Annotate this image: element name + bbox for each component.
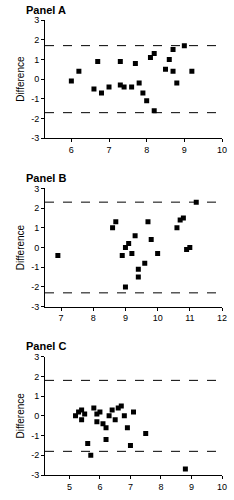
svg-text:-3: -3	[31, 470, 39, 480]
svg-text:8: 8	[91, 313, 96, 323]
svg-text:Panel C: Panel C	[26, 340, 66, 352]
svg-text:12: 12	[217, 313, 227, 323]
svg-text:1: 1	[34, 223, 39, 233]
svg-text:-3: -3	[31, 133, 39, 143]
svg-text:10: 10	[217, 145, 227, 155]
svg-text:-2: -2	[31, 282, 39, 292]
svg-text:-3: -3	[31, 302, 39, 312]
svg-text:1: 1	[34, 55, 39, 65]
svg-text:10: 10	[217, 482, 227, 492]
svg-text:1: 1	[34, 391, 39, 401]
svg-text:7: 7	[59, 313, 64, 323]
svg-text:Difference: Difference	[15, 56, 26, 102]
svg-text:-1: -1	[31, 431, 39, 441]
svg-text:9: 9	[123, 313, 128, 323]
svg-text:Panel B: Panel B	[26, 172, 66, 184]
svg-text:0: 0	[34, 243, 39, 253]
svg-text:6: 6	[69, 145, 74, 155]
svg-text:3: 3	[34, 352, 39, 362]
svg-text:2: 2	[34, 203, 39, 213]
svg-text:7: 7	[128, 482, 133, 492]
svg-text:3: 3	[34, 15, 39, 25]
svg-text:Panel A: Panel A	[26, 4, 66, 16]
svg-text:Difference: Difference	[15, 393, 26, 439]
svg-text:6: 6	[97, 482, 102, 492]
svg-text:-2: -2	[31, 114, 39, 124]
svg-text:0: 0	[34, 74, 39, 84]
svg-text:9: 9	[189, 482, 194, 492]
svg-text:8: 8	[158, 482, 163, 492]
svg-text:10: 10	[153, 313, 163, 323]
svg-text:9: 9	[182, 145, 187, 155]
svg-text:8: 8	[144, 145, 149, 155]
svg-text:-1: -1	[31, 262, 39, 272]
svg-text:2: 2	[34, 35, 39, 45]
svg-text:0: 0	[34, 411, 39, 421]
svg-text:3: 3	[34, 184, 39, 194]
svg-text:Difference: Difference	[15, 224, 26, 270]
svg-text:2: 2	[34, 372, 39, 382]
svg-text:5: 5	[67, 482, 72, 492]
svg-text:-2: -2	[31, 450, 39, 460]
svg-text:-1: -1	[31, 94, 39, 104]
svg-text:11: 11	[185, 313, 194, 323]
svg-text:7: 7	[107, 145, 112, 155]
